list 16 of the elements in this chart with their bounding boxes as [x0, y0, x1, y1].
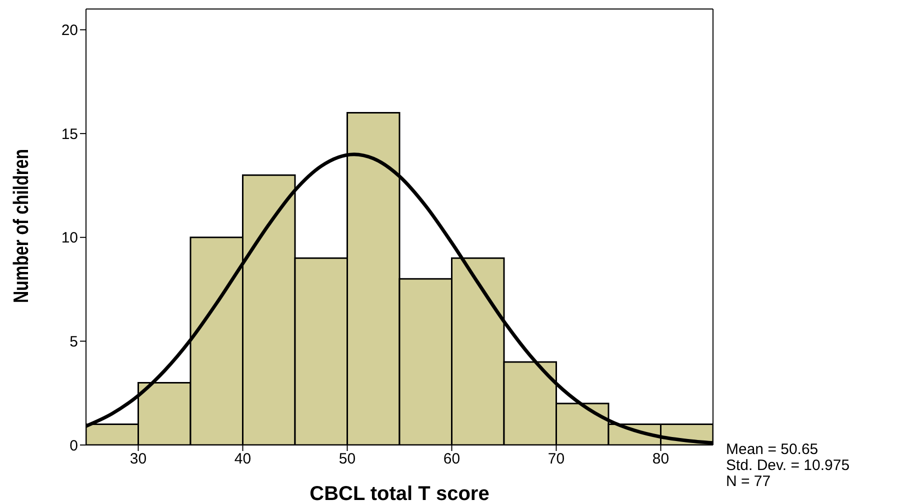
text: N = 77	[726, 473, 772, 490]
text: Mean = 50.65	[726, 441, 820, 458]
x-tick-label: 30	[130, 450, 147, 468]
text: Std. Dev. = 10.975	[726, 457, 850, 474]
x-tick-label: 50	[338, 450, 356, 468]
y-tick-label: 10	[61, 230, 78, 247]
y-tick-label: 0	[70, 437, 78, 454]
x-tick-label: 80	[652, 450, 670, 468]
x-tick-label: 60	[443, 450, 460, 468]
x-tick-label: 40	[234, 450, 252, 468]
y-tick-label: 20	[61, 22, 78, 40]
y-tick-label: 15	[61, 126, 78, 143]
x-axis-title: CBCL total T score	[310, 483, 490, 504]
y-tick-label: 5	[70, 334, 78, 351]
y-axis-title: Number of children	[10, 148, 34, 304]
x-tick-label: 70	[548, 450, 565, 468]
